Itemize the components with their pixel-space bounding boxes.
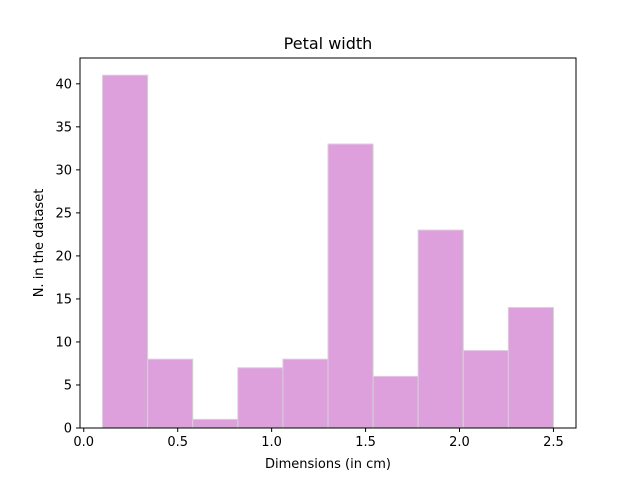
x-tick-label: 1.5	[355, 435, 376, 450]
y-tick-label: 10	[55, 335, 72, 350]
bars-group	[102, 74, 554, 429]
x-axis-label: Dimensions (in cm)	[265, 457, 391, 472]
histogram-bar-4	[282, 358, 329, 429]
histogram-bar-8	[462, 350, 509, 429]
y-tick-label: 35	[55, 120, 72, 135]
y-tick-label: 40	[55, 77, 72, 92]
y-axis-label: N. in the dataset	[32, 189, 47, 298]
y-tick-label: 0	[64, 422, 72, 437]
histogram-bar-7	[417, 229, 464, 429]
x-tick-label: 2.0	[449, 435, 470, 450]
x-tick-label: 1.0	[261, 435, 282, 450]
x-tick-label: 0.0	[73, 435, 94, 450]
y-tick-label: 15	[55, 292, 72, 307]
y-tick-label: 20	[55, 249, 72, 264]
plot-frame	[79, 57, 577, 429]
x-tick-label: 0.5	[167, 435, 188, 450]
histogram-bar-0	[102, 74, 149, 429]
histogram-bar-6	[372, 375, 419, 429]
x-tick-label: 2.5	[543, 435, 564, 450]
histogram-bar-1	[147, 358, 194, 429]
histogram-bar-3	[237, 367, 284, 429]
y-axis-ticks: 0 5 10 15 20 25 30 35 40	[55, 77, 80, 437]
histogram-bar-9	[507, 307, 554, 429]
y-tick-label: 25	[55, 206, 72, 221]
y-tick-label: 5	[64, 378, 72, 393]
histogram-bar-5	[327, 143, 374, 429]
x-axis-ticks: 0.0 0.5 1.0 1.5 2.0 2.5	[73, 428, 564, 450]
chart-title: Petal width	[284, 34, 373, 53]
histogram-bar-2	[192, 418, 239, 429]
y-tick-label: 30	[55, 163, 72, 178]
